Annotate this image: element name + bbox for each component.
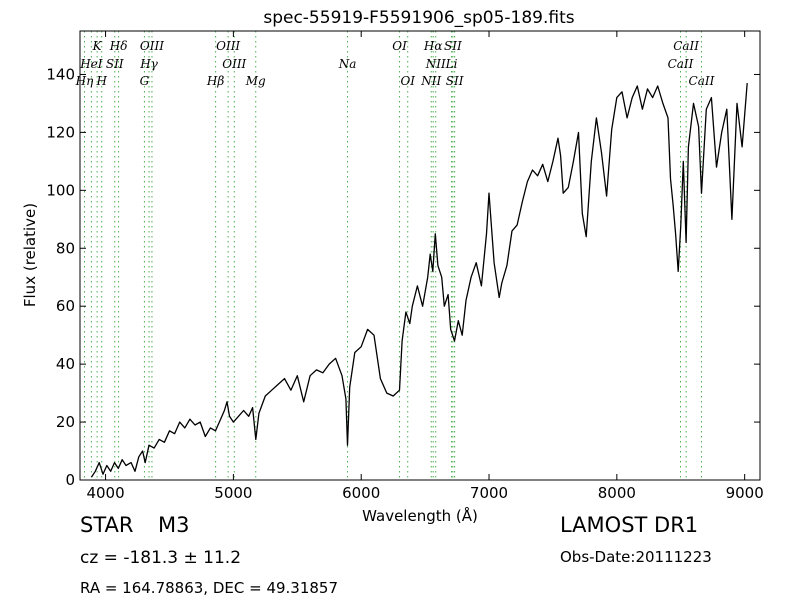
x-axis: 4000 5000 6000 7000 8000 9000 [86,31,764,502]
line-marker-group [83,31,702,480]
x-tick-label-1: 5000 [214,484,252,502]
line-label-1: HeI [79,57,103,71]
line-label-14: OI [392,39,407,53]
line-label-4: Hδ [109,39,128,53]
line-label-21: SII [446,74,464,88]
spectrum-series [90,83,748,478]
x-tick-label-0: 4000 [86,484,124,502]
line-label-18: NII [425,57,446,71]
line-label-16: Hα [423,39,443,53]
line-label-22: CaII [673,39,699,53]
observation-date: Obs-Date:20111223 [560,548,712,566]
line-label-15: OI [400,74,415,88]
redshift-readout: cz = -181.3 ± 11.2 [80,548,242,568]
line-label-8: G [140,74,150,88]
x-tick-label-4: 8000 [598,484,636,502]
survey-name: LAMOST DR1 [560,513,699,537]
object-class: STAR [80,513,134,537]
x-tick-label-3: 7000 [470,484,508,502]
line-label-20: NII [420,74,441,88]
line-label-12: Mg [245,74,266,88]
x-tick-label-5: 9000 [726,484,764,502]
y-tick-label-2: 40 [56,355,75,373]
line-label-0: K [92,39,103,53]
chart-title: spec-55919-F5591906_sp05-189.fits [263,8,574,28]
spectrum-line-0 [90,83,748,478]
y-tick-label-6: 120 [46,123,75,141]
line-label-23: CaII [668,57,694,71]
y-tick-label-7: 140 [46,65,75,83]
coordinates-readout: RA = 164.78863, DEC = 49.31857 [80,579,339,597]
x-axis-label: Wavelength (Å) [362,506,478,525]
line-label-2: Hη [75,74,94,88]
line-label-5: SII [106,57,124,71]
line-label-3: H [95,74,107,88]
line-label-11: Hβ [206,74,224,88]
line-label-13: Na [338,57,357,71]
line-label-9: OIII [216,39,240,53]
y-axis: 0 20 40 60 80 100 120 140 [46,65,760,489]
y-tick-label-0: 0 [65,471,75,489]
line-label-7: Hγ [139,57,158,71]
y-tick-label-1: 20 [56,413,75,431]
object-subclass: M3 [158,513,190,537]
line-label-10: OIII [222,57,246,71]
x-tick-label-2: 6000 [342,484,380,502]
line-label-17: SII [444,39,462,53]
line-label-6: OIII [140,39,164,53]
line-label-19: Li [445,57,458,71]
plot-frame [79,30,761,481]
line-label-24: CaII [689,74,715,88]
y-axis-label: Flux (relative) [21,203,39,307]
y-tick-label-4: 80 [56,239,75,257]
y-tick-label-3: 60 [56,297,75,315]
y-tick-label-5: 100 [46,181,75,199]
